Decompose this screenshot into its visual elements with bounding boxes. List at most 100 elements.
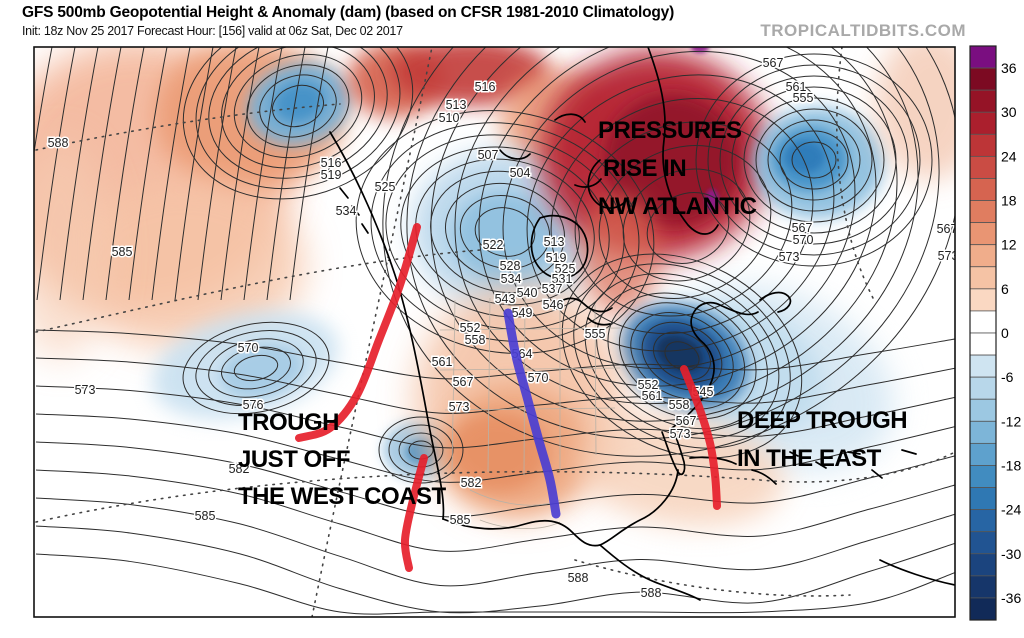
colorbar-cell: [969, 178, 997, 201]
annotation-text: TROUGH: [238, 409, 339, 436]
contour-ring: [707, 64, 921, 256]
annotation-text: DEEP TROUGH: [737, 407, 907, 434]
contour-ring: [272, 84, 324, 128]
contour-label: 567: [763, 56, 784, 70]
anomaly-blob: [575, 413, 785, 527]
anomaly-blob: [875, 47, 955, 180]
coastlines: [329, 47, 955, 601]
contour-ring: [474, 207, 536, 257]
contour-ring: [607, 292, 757, 420]
contour-line: [35, 385, 955, 449]
annotation-text: IN THE EAST: [737, 445, 882, 472]
contour-line: [35, 357, 955, 414]
contour-line: [59, 47, 99, 301]
colorbar-cell: [969, 200, 997, 224]
coastline: [587, 159, 629, 209]
coastline: [759, 291, 792, 313]
colorbar-cell: [969, 310, 997, 334]
coastline: [599, 544, 701, 601]
contour-ring: [743, 97, 885, 223]
lat-lon-graticule: [35, 47, 955, 617]
east-trough-line: [680, 365, 721, 510]
contour-ring: [444, 182, 566, 282]
coastline: [559, 297, 613, 326]
contour-line: [646, 192, 730, 264]
colorbar-tick-label: -6: [1001, 369, 1014, 385]
contour-line: [35, 469, 955, 552]
contour-label: 570: [528, 371, 549, 385]
anomaly-shading: [34, 47, 955, 527]
colorbar-cell: [969, 89, 997, 113]
contour-label: 573: [779, 250, 800, 264]
contour-label: 567: [453, 375, 474, 389]
map-frame: [33, 46, 956, 618]
anomaly-blob: [580, 195, 660, 315]
contour-label: 504: [510, 166, 531, 180]
colorbar-cell: [969, 487, 997, 511]
anomaly-blob: [273, 81, 325, 123]
colorbar-cell: [969, 244, 997, 268]
contour-label: 570: [793, 233, 814, 247]
contour-label: 585: [450, 513, 471, 527]
contour-label: 528: [500, 259, 521, 273]
colorbar-cell: [969, 67, 997, 91]
contour-label: 585: [112, 245, 133, 259]
contour-label: 570: [238, 341, 259, 355]
contour-label: 516: [475, 80, 496, 94]
coastline: [530, 214, 589, 280]
anomaly-blob: [65, 180, 305, 350]
colorbar-cell: [969, 354, 997, 378]
contour-line: [478, 47, 877, 387]
contour-line: [243, 47, 283, 301]
colorbar-cell: [969, 509, 997, 533]
contour-line: [35, 525, 955, 614]
colorbar-cell: [969, 531, 997, 555]
colorbar-tick-label: 30: [1001, 104, 1017, 120]
colorbar-cell: [969, 155, 997, 179]
colorbar-tick-label: 36: [1001, 60, 1017, 76]
contour-ring: [233, 354, 279, 382]
coastline: [647, 47, 719, 235]
contour-ring: [370, 122, 640, 342]
contour-line: [34, 47, 53, 156]
contour-ring: [208, 338, 304, 398]
contour-label: 546: [543, 298, 564, 312]
trough-axis-lines: [295, 223, 721, 572]
contour-ring: [385, 134, 625, 330]
contour-ring: [779, 130, 849, 190]
map-title: GFS 500mb Geopotential Height & Anomaly …: [22, 4, 675, 21]
anomaly-blob: [785, 141, 825, 173]
contour-label: 567: [792, 221, 813, 235]
contour-label: 519: [321, 168, 342, 182]
colorbar-tick-label: 12: [1001, 237, 1017, 253]
contour-label: 588: [641, 586, 662, 600]
colorbar-tick-label: 0: [1001, 325, 1009, 341]
colorbar-cell: [969, 222, 997, 246]
border-line: [487, 297, 491, 473]
colorbar-cell: [969, 398, 997, 422]
coastline: [499, 113, 602, 188]
contour-label: 588: [568, 571, 589, 585]
colorbar-tick-label: -12: [1001, 413, 1021, 429]
annotation-text: RISE IN: [603, 155, 686, 182]
contour-ring: [653, 331, 711, 381]
colorbar-cell: [969, 420, 997, 444]
contour-label: 525: [555, 262, 576, 276]
annotation-text: THE WEST COAST: [238, 483, 447, 510]
contour-label: 555: [585, 327, 606, 341]
contour-label: 516: [321, 156, 342, 170]
west-coast-trough-line: [295, 223, 421, 442]
contour-labels: 5885855735705765825855165195345255165135…: [46, 55, 958, 602]
contour-label: 510: [439, 111, 460, 125]
graticule-line: [836, 47, 875, 301]
colorbar-cell: [969, 442, 997, 466]
colorbar-frame: [969, 45, 997, 621]
contour-ring: [618, 302, 746, 410]
contour-label: 567: [937, 222, 958, 236]
colorbar-cell: [969, 133, 997, 157]
colorbar-tick-label: -18: [1001, 458, 1021, 474]
contour-line: [174, 47, 214, 301]
contour-ring: [630, 312, 734, 400]
contour-label: 525: [375, 180, 396, 194]
